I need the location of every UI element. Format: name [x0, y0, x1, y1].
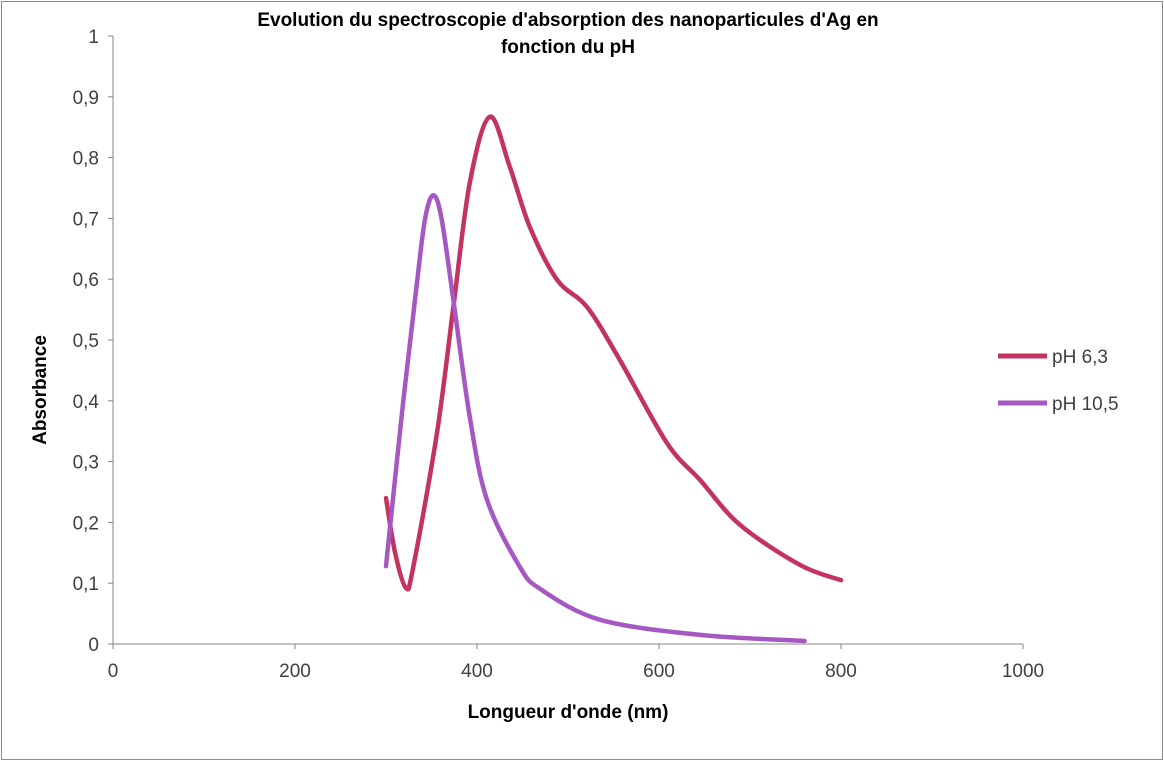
series-line-ph-6-3 — [383, 114, 844, 592]
y-tick-label: 0,5 — [73, 331, 99, 352]
x-tick-label: 800 — [825, 661, 857, 682]
y-axis-label: Absorbance — [30, 335, 51, 445]
x-tick-label: 600 — [643, 661, 675, 682]
series-line-ph-10-5 — [383, 193, 807, 644]
x-tick-label: 0 — [108, 661, 119, 682]
x-tick-label: 1000 — [1002, 661, 1044, 682]
chart-title-line-2: fonction du pH — [501, 37, 635, 58]
y-tick-label: 0,3 — [73, 453, 99, 474]
y-tick-label: 0,6 — [73, 270, 99, 291]
x-tick-label: 400 — [461, 661, 493, 682]
legend-label-ph-6-3: pH 6,3 — [1052, 347, 1108, 368]
y-tick-label: 0,8 — [73, 149, 99, 170]
x-axis-label: Longueur d'onde (nm) — [468, 702, 669, 723]
chart-title-line-1: Evolution du spectroscopie d'absorption … — [257, 10, 878, 31]
x-tick-label: 200 — [279, 661, 311, 682]
y-tick-label: 0,7 — [73, 209, 99, 230]
y-tick-label: 0 — [88, 635, 99, 656]
y-tick-label: 0,1 — [73, 574, 99, 595]
y-tick-label: 0,9 — [73, 88, 99, 109]
y-tick-label: 1 — [88, 27, 99, 48]
legend-label-ph-10-5: pH 10,5 — [1052, 394, 1119, 415]
y-tick-label: 0,4 — [73, 392, 100, 413]
y-tick-label: 0,2 — [73, 513, 99, 534]
